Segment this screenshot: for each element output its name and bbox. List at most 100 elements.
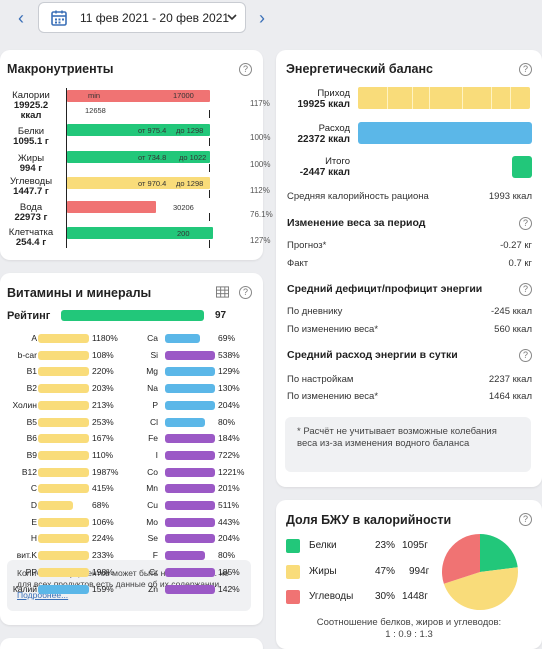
macro-pct: 100% [250, 160, 271, 169]
bottom-card-left [0, 638, 263, 649]
nutrient-name: b-car [17, 349, 37, 360]
prev-period-button[interactable]: ‹ [18, 8, 24, 28]
macro-pct: 127% [250, 236, 271, 245]
nutrient-bar [165, 551, 205, 561]
help-icon[interactable]: ? [519, 513, 532, 526]
nutrient-pct: 204% [218, 399, 240, 410]
spend-head: Средний расход энергии в сутки [287, 349, 458, 361]
nutrient-bar [165, 384, 215, 394]
diary-label: По дневнику [287, 306, 343, 317]
macro-unit: ккал [20, 110, 42, 121]
nutrient-row: D 68% [0, 499, 270, 512]
nutrient-pct: 130% [218, 383, 240, 394]
nutrient-pct: 1180% [92, 333, 118, 343]
pie-slice-protein [480, 534, 518, 572]
nutrient-row: B12 1987% [0, 466, 270, 479]
legend-pct: 23% [375, 540, 396, 551]
legend-swatch-fat [286, 565, 300, 579]
avg-label: Средняя калорийность рациона [287, 191, 429, 202]
rating-bar [61, 310, 204, 321]
bju-pie-chart [442, 534, 518, 610]
next-period-button[interactable]: › [259, 8, 265, 28]
nutrient-row: B1 220% [0, 365, 270, 378]
nutrient-name: F [152, 550, 158, 561]
energy-footnote: * Расчёт не учитывает возможные колебани… [297, 426, 497, 449]
help-icon[interactable]: ? [519, 217, 532, 230]
expense-label: Расход 22372 ккал [286, 123, 350, 145]
weight-head: Изменение веса за период [287, 217, 426, 229]
nutrient-pct: 198% [92, 566, 114, 577]
legend-pct: 30% [375, 591, 396, 602]
nutrient-row: Co 1221% [127, 466, 397, 479]
nutrient-pct: 1987% [92, 466, 119, 477]
nutrient-pct: 106% [92, 516, 114, 527]
nutrient-bar [38, 551, 89, 561]
nutrient-name: Se [147, 533, 158, 544]
help-icon[interactable]: ? [519, 63, 532, 76]
nutrient-bar [165, 400, 215, 410]
nutrient-name: Ca [147, 333, 158, 343]
nutrient-pct: 80% [218, 416, 236, 427]
tick-mark [209, 240, 210, 248]
nutrient-bar [38, 584, 89, 594]
nutrient-name: B5 [26, 416, 37, 427]
macro-value: 1447.7 г [13, 186, 49, 197]
nutrient-row: Cu 511% [127, 499, 397, 512]
nutrient-bar [38, 384, 89, 394]
help-icon[interactable]: ? [519, 283, 532, 296]
nutrient-row: B6 167% [0, 432, 270, 445]
energy-card: Энергетический баланс ? Приход 19925 кка… [276, 50, 542, 487]
total-value: -2447 ккал [299, 167, 350, 178]
vitamins-card: Витамины и минералы ? Рейтинг 97 Количес… [0, 273, 263, 625]
help-icon[interactable]: ? [239, 286, 252, 299]
byweight2-label: По изменению веса* [287, 391, 379, 402]
help-icon[interactable]: ? [519, 349, 532, 362]
nutrient-pct: 233% [92, 550, 114, 561]
nutrient-name: C [30, 483, 37, 494]
help-icon[interactable]: ? [239, 63, 252, 76]
energy-title: Энергетический баланс [286, 62, 433, 76]
nutrient-bar [165, 450, 215, 460]
nutrient-row: Se 204% [127, 532, 397, 545]
nutrient-pct: 511% [218, 500, 240, 510]
nutrient-bar [165, 534, 215, 544]
period-selector[interactable]: 11 фев 2021 - 20 фев 2021 [38, 2, 246, 33]
pie-slice-carbs [442, 534, 480, 584]
nutrient-pct: 184% [218, 433, 240, 444]
bar-note: до 1298 [176, 126, 204, 135]
settings-label: По настройкам [287, 374, 354, 385]
nutrient-bar [38, 534, 89, 544]
macro-bar-water [67, 201, 156, 213]
nutrient-name: Mo [146, 516, 158, 527]
nutrient-name: P [152, 399, 158, 410]
macro-title: Макронутриенты [7, 62, 114, 76]
bju-card: Доля БЖУ в калорийности ? Белки 23% 1095… [276, 500, 542, 649]
fact-value: 0.7 кг [508, 258, 532, 269]
more-link[interactable]: Подробнее... [17, 590, 69, 600]
nutrient-name: B9 [26, 449, 37, 460]
macro-bar-fiber [67, 227, 213, 239]
nutrient-bar [38, 517, 89, 527]
macro-name: Белки [17, 126, 45, 137]
nutrient-row: F 80% [127, 549, 397, 562]
vitamins-note: Количество нутриентов может быть неполны… [17, 568, 229, 589]
macro-value: 22973 г [14, 212, 48, 223]
nutrient-bar [38, 484, 89, 494]
nutrient-pct: 159% [92, 583, 114, 594]
nutrient-pct: 415% [92, 483, 114, 494]
nutrient-pct: 129% [218, 366, 240, 377]
nutrient-bar [38, 501, 73, 510]
segment-divider [387, 87, 388, 109]
nutrient-name: D [30, 500, 37, 510]
nutrient-row: Mg 129% [127, 365, 397, 378]
nutrient-row: H 224% [0, 532, 270, 545]
bar-note: до 1022 [179, 153, 207, 162]
nutrient-name: B6 [26, 433, 37, 444]
nutrient-name: Mn [146, 483, 158, 494]
nutrient-pct: 220% [92, 366, 114, 377]
income-value: 19925 ккал [297, 99, 350, 110]
nutrient-pct: 443% [218, 516, 240, 527]
table-icon[interactable] [216, 286, 229, 298]
macro-pct: 100% [250, 133, 271, 142]
nutrient-name: B2 [26, 383, 37, 394]
